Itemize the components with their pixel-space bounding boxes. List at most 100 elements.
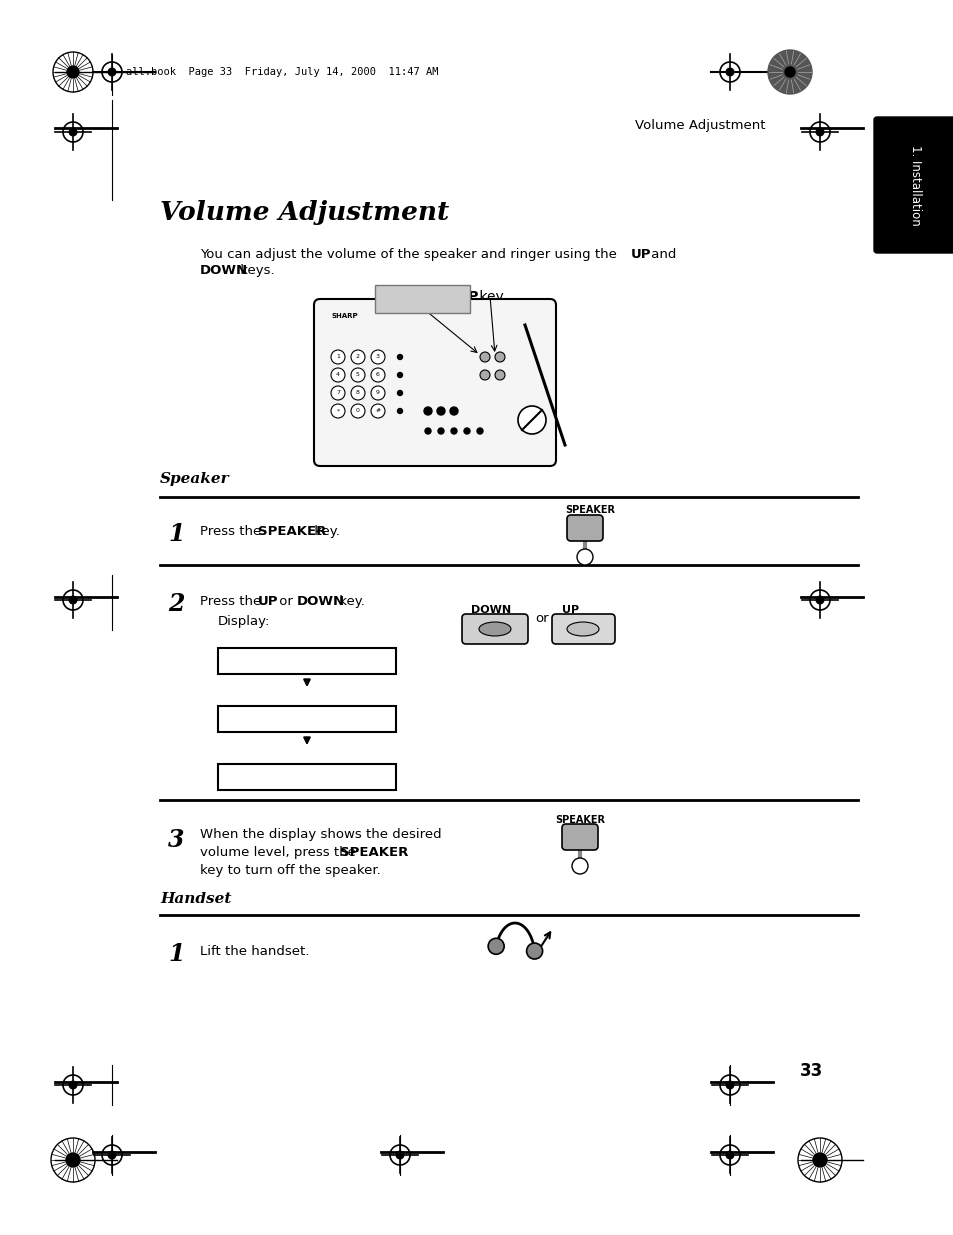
FancyBboxPatch shape: [461, 614, 527, 643]
Text: key to turn off the speaker.: key to turn off the speaker.: [200, 864, 380, 877]
Circle shape: [331, 404, 345, 417]
Text: Press the: Press the: [200, 595, 265, 608]
FancyBboxPatch shape: [873, 117, 953, 253]
Circle shape: [371, 350, 385, 364]
Circle shape: [67, 65, 79, 78]
Circle shape: [488, 939, 503, 955]
Text: 1: 1: [168, 942, 184, 966]
Circle shape: [397, 409, 402, 414]
Circle shape: [397, 390, 402, 395]
Text: *: *: [336, 409, 339, 414]
Circle shape: [66, 1153, 80, 1167]
Circle shape: [437, 429, 443, 433]
Circle shape: [371, 404, 385, 417]
Circle shape: [784, 67, 794, 77]
Bar: [375, 285, 470, 312]
Text: and: and: [646, 248, 676, 261]
Text: 1: 1: [168, 522, 184, 546]
Circle shape: [725, 1081, 733, 1089]
Bar: [218, 706, 395, 732]
Text: Speaker: Speaker: [160, 472, 230, 487]
Text: key: key: [417, 290, 459, 304]
Circle shape: [479, 370, 490, 380]
Text: SPEAKER: SPEAKER: [257, 525, 326, 538]
FancyBboxPatch shape: [552, 614, 615, 643]
FancyBboxPatch shape: [566, 515, 602, 541]
Circle shape: [70, 128, 77, 136]
Text: UP: UP: [257, 595, 278, 608]
Circle shape: [479, 352, 490, 362]
Circle shape: [108, 68, 115, 75]
Text: 33: 33: [800, 1062, 822, 1079]
Text: 0: 0: [355, 409, 359, 414]
Text: SHARP: SHARP: [332, 312, 358, 319]
Text: When the display shows the desired: When the display shows the desired: [200, 827, 441, 841]
Text: Handset: Handset: [160, 892, 232, 906]
Text: SPEAKER: MIDDLE: SPEAKER: MIDDLE: [226, 713, 362, 725]
Circle shape: [725, 1151, 733, 1158]
Text: 9: 9: [375, 390, 379, 395]
Circle shape: [816, 128, 823, 136]
Circle shape: [371, 368, 385, 382]
Text: 1: 1: [335, 354, 339, 359]
Text: UP: UP: [630, 248, 651, 261]
Circle shape: [476, 429, 482, 433]
Text: 7: 7: [335, 390, 339, 395]
Circle shape: [812, 1153, 826, 1167]
Text: #: #: [375, 409, 380, 414]
Text: SPEAKER: SPEAKER: [555, 815, 604, 825]
Circle shape: [331, 350, 345, 364]
Circle shape: [395, 1151, 403, 1158]
Text: key.: key.: [310, 525, 339, 538]
Circle shape: [397, 354, 402, 359]
Circle shape: [70, 597, 77, 604]
Circle shape: [371, 387, 385, 400]
Circle shape: [463, 429, 470, 433]
Circle shape: [351, 350, 365, 364]
Text: volume level, press the: volume level, press the: [200, 846, 359, 860]
Text: DOWN: DOWN: [379, 290, 430, 304]
Circle shape: [526, 944, 542, 960]
Circle shape: [351, 387, 365, 400]
Circle shape: [495, 352, 504, 362]
Text: key.: key.: [335, 595, 364, 608]
Text: SPEAKER: LOW: SPEAKER: LOW: [226, 771, 338, 783]
Circle shape: [725, 68, 733, 75]
Ellipse shape: [566, 622, 598, 636]
Text: 3: 3: [168, 827, 184, 852]
Circle shape: [816, 597, 823, 604]
Text: 6: 6: [375, 373, 379, 378]
Text: Lift the handset.: Lift the handset.: [200, 945, 309, 958]
Circle shape: [436, 408, 444, 415]
Text: SPEAKER: SPEAKER: [339, 846, 408, 860]
Circle shape: [451, 429, 456, 433]
Text: or: or: [274, 595, 296, 608]
Circle shape: [572, 858, 587, 874]
Text: 8: 8: [355, 390, 359, 395]
Circle shape: [108, 1151, 115, 1158]
Text: Press the: Press the: [200, 525, 265, 538]
Text: 1. Installation: 1. Installation: [908, 144, 921, 225]
Bar: [218, 648, 395, 674]
Circle shape: [424, 429, 431, 433]
Circle shape: [397, 373, 402, 378]
Circle shape: [331, 387, 345, 400]
Text: Display:: Display:: [218, 615, 270, 629]
Text: DOWN: DOWN: [296, 595, 345, 608]
Text: all.book  Page 33  Friday, July 14, 2000  11:47 AM: all.book Page 33 Friday, July 14, 2000 1…: [126, 67, 438, 77]
Text: UP: UP: [457, 290, 479, 304]
FancyBboxPatch shape: [314, 299, 556, 466]
Text: Volume Adjustment: Volume Adjustment: [160, 200, 449, 225]
Text: DOWN: DOWN: [471, 605, 511, 615]
FancyBboxPatch shape: [561, 824, 598, 850]
Text: or: or: [535, 613, 548, 625]
Text: 4: 4: [335, 373, 339, 378]
Text: 5: 5: [355, 373, 359, 378]
Text: UP: UP: [561, 605, 578, 615]
Text: SPEAKER: SPEAKER: [564, 505, 615, 515]
Circle shape: [351, 368, 365, 382]
Circle shape: [423, 408, 432, 415]
Circle shape: [351, 404, 365, 417]
Circle shape: [517, 406, 545, 433]
Text: 2: 2: [168, 592, 184, 616]
